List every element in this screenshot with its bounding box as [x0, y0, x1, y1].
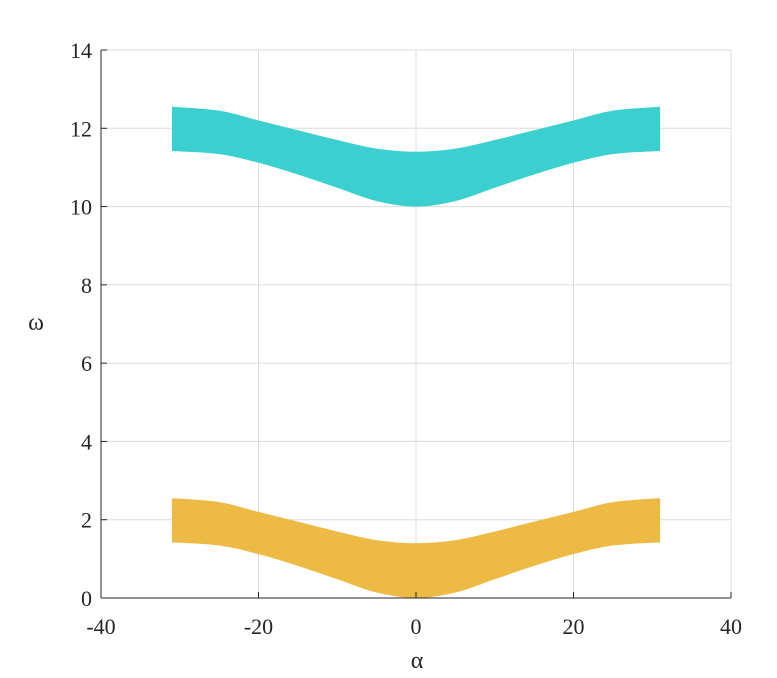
- y-tick-label: 0: [81, 586, 92, 611]
- x-tick-label: 40: [720, 614, 742, 639]
- x-axis-label: α: [411, 648, 424, 673]
- x-tick-label: 20: [563, 614, 585, 639]
- y-tick-label: 12: [70, 116, 92, 141]
- x-tick-label: -20: [244, 614, 273, 639]
- band-series-2: [171, 106, 661, 207]
- x-tick-label: 0: [411, 614, 422, 639]
- y-tick-label: 2: [81, 508, 92, 533]
- y-tick-label: 6: [81, 351, 92, 376]
- bands: [171, 106, 661, 598]
- y-tick-label: 14: [70, 38, 92, 63]
- x-tick-label: -40: [86, 614, 115, 639]
- tick-labels: -40 -20 0 20 40 0 2 4 6 8 10 12 14: [70, 38, 742, 639]
- y-tick-label: 4: [81, 429, 92, 454]
- axes: [100, 49, 732, 599]
- y-axis-label: ω: [28, 310, 44, 336]
- band-series-1: [171, 498, 661, 598]
- y-tick-label: 8: [81, 273, 92, 298]
- y-tick-label: 10: [70, 195, 92, 220]
